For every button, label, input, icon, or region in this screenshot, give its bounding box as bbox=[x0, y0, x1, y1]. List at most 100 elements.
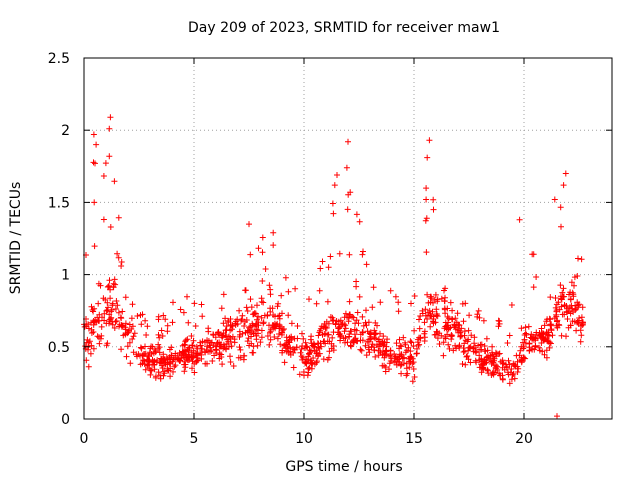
data-point bbox=[264, 333, 271, 339]
data-point bbox=[449, 307, 456, 314]
data-point bbox=[476, 314, 483, 321]
data-point bbox=[416, 325, 423, 332]
data-point bbox=[203, 347, 210, 354]
data-point bbox=[423, 196, 430, 203]
data-point bbox=[334, 329, 341, 336]
data-point bbox=[307, 349, 313, 356]
data-point bbox=[126, 321, 133, 328]
data-point bbox=[269, 322, 276, 329]
data-point bbox=[144, 362, 151, 369]
data-point bbox=[270, 229, 277, 236]
data-point bbox=[130, 349, 137, 356]
data-point bbox=[410, 343, 417, 349]
data-point bbox=[351, 331, 358, 338]
data-point bbox=[543, 347, 550, 354]
data-point bbox=[274, 335, 281, 342]
data-point bbox=[573, 305, 580, 312]
data-point bbox=[551, 315, 558, 322]
data-point bbox=[411, 293, 418, 299]
data-point bbox=[82, 343, 89, 350]
data-point bbox=[130, 333, 137, 340]
data-point bbox=[411, 327, 418, 334]
data-point bbox=[317, 325, 324, 332]
data-point bbox=[568, 302, 575, 309]
data-point bbox=[382, 368, 389, 375]
data-point bbox=[552, 295, 559, 301]
data-point bbox=[514, 363, 521, 370]
data-point bbox=[145, 352, 152, 359]
data-point bbox=[369, 341, 376, 348]
data-point bbox=[353, 283, 360, 290]
data-point bbox=[88, 342, 95, 349]
data-point bbox=[139, 357, 146, 364]
data-point bbox=[463, 353, 470, 360]
data-point bbox=[368, 343, 375, 350]
data-point bbox=[104, 307, 111, 313]
data-point bbox=[101, 310, 108, 317]
data-point bbox=[209, 358, 216, 364]
data-point bbox=[516, 216, 523, 223]
data-point bbox=[334, 172, 340, 178]
data-point bbox=[296, 371, 303, 378]
data-point bbox=[279, 347, 286, 354]
data-point bbox=[347, 312, 354, 319]
data-point bbox=[551, 196, 558, 203]
data-point bbox=[276, 315, 283, 322]
data-point bbox=[366, 330, 373, 337]
data-point bbox=[199, 313, 206, 320]
data-point bbox=[343, 164, 350, 171]
data-point bbox=[448, 333, 455, 340]
data-point bbox=[330, 343, 337, 349]
data-point bbox=[329, 200, 336, 207]
data-point bbox=[472, 357, 479, 364]
data-point bbox=[561, 302, 568, 308]
data-point bbox=[466, 344, 473, 351]
data-point bbox=[481, 343, 488, 349]
data-point bbox=[427, 293, 434, 300]
data-point bbox=[345, 318, 352, 325]
data-point bbox=[253, 326, 260, 333]
data-point bbox=[100, 216, 107, 223]
data-point bbox=[267, 336, 274, 343]
data-point bbox=[305, 369, 312, 376]
data-point bbox=[430, 206, 437, 213]
data-point bbox=[478, 369, 485, 376]
data-point bbox=[346, 333, 352, 340]
data-point bbox=[386, 366, 392, 373]
data-point bbox=[94, 333, 101, 340]
data-point bbox=[526, 344, 533, 351]
data-point bbox=[407, 338, 414, 345]
data-point bbox=[87, 350, 94, 357]
data-point bbox=[345, 138, 351, 145]
data-point bbox=[162, 316, 169, 323]
data-point bbox=[239, 312, 246, 319]
data-point bbox=[549, 332, 556, 339]
data-point bbox=[264, 312, 271, 319]
data-point bbox=[170, 356, 177, 363]
data-point bbox=[344, 314, 351, 321]
data-point bbox=[522, 355, 529, 362]
data-point bbox=[96, 340, 103, 347]
data-point bbox=[93, 141, 100, 148]
data-point bbox=[138, 345, 145, 352]
x-tick-label: 15 bbox=[405, 431, 423, 447]
data-point bbox=[275, 300, 282, 307]
data-point bbox=[104, 340, 111, 347]
data-point bbox=[236, 333, 243, 340]
data-point bbox=[227, 316, 234, 322]
data-point bbox=[143, 332, 150, 338]
data-point bbox=[578, 256, 585, 263]
chart-title: Day 209 of 2023, SRMTID for receiver maw… bbox=[188, 20, 500, 36]
data-point bbox=[91, 199, 98, 206]
data-point bbox=[118, 346, 125, 353]
data-point bbox=[266, 341, 273, 348]
data-point bbox=[227, 359, 234, 365]
data-point bbox=[543, 318, 550, 325]
data-point bbox=[286, 337, 293, 344]
data-point bbox=[533, 274, 540, 280]
data-point bbox=[558, 295, 565, 302]
data-point bbox=[402, 339, 408, 346]
data-point bbox=[83, 339, 90, 346]
data-point bbox=[106, 153, 113, 160]
data-point bbox=[504, 340, 511, 346]
